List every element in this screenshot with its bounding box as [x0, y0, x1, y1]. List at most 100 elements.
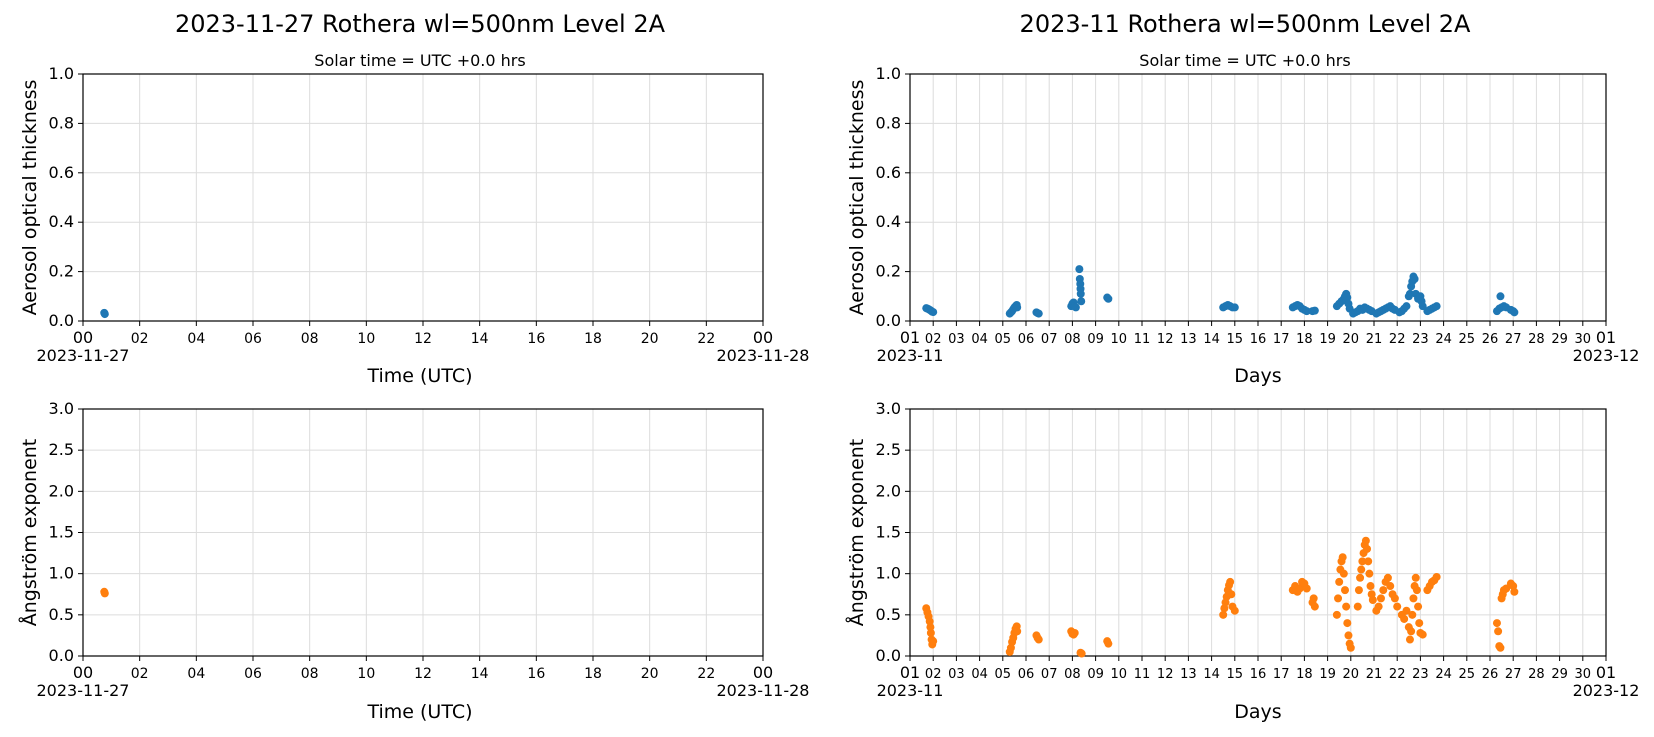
x-tick-label: 09 — [1087, 667, 1104, 682]
y-tick-label: 0.0 — [876, 646, 901, 665]
x-tick-label: 18 — [584, 331, 602, 347]
x-tick-label: 02 — [925, 332, 942, 347]
x-tick-label: 19 — [1319, 667, 1336, 682]
x-tick-label: 28 — [1528, 667, 1545, 682]
data-point — [1374, 602, 1383, 611]
data-point — [1310, 306, 1319, 315]
y-tick-label: 0.0 — [49, 646, 74, 665]
data-point — [1407, 627, 1416, 636]
x-tick-label: 13 — [1180, 332, 1197, 347]
x-tick-label: 13 — [1180, 667, 1197, 682]
data-point — [1077, 297, 1086, 306]
x-tick-label: 16 — [1250, 667, 1267, 682]
data-point — [1494, 627, 1503, 636]
data-point — [1412, 586, 1421, 595]
x-tick-label: 00 — [753, 328, 773, 347]
x-tick-label: 00 — [753, 663, 773, 682]
chart-br: 0.0 0.5 1.0 1.5 2.0 2.5 3.0 01 02 03 04 05 06 07 08 09 1… — [845, 399, 1639, 700]
data-point — [1344, 631, 1353, 640]
x-tick-label: 17 — [1273, 332, 1290, 347]
x-tick-label: 30 — [1575, 332, 1592, 347]
x-tick-label: 29 — [1551, 667, 1568, 682]
y-tick-label: 1.0 — [49, 564, 74, 583]
data-point — [1034, 309, 1043, 318]
x-tick-label: 08 — [301, 666, 319, 682]
x-tick-label: 30 — [1575, 667, 1592, 682]
y-tick-label: 1.0 — [49, 64, 74, 83]
x-tick-label: 18 — [1296, 667, 1313, 682]
x-tick-label: 04 — [187, 331, 205, 347]
y-tick-label: 2.5 — [49, 440, 74, 459]
x-tick-label: 14 — [471, 331, 489, 347]
data-point — [100, 589, 109, 598]
chart-tr: 0.0 0.2 0.4 0.6 0.8 1.0 01 02 03 04 05 06 07 08 09 10 11… — [846, 64, 1639, 365]
data-point — [100, 310, 109, 319]
data-point — [929, 308, 938, 317]
data-point — [1410, 275, 1419, 284]
y-tick-label: 0.6 — [49, 163, 74, 182]
x-tick-label: 16 — [527, 331, 545, 347]
x-tick-label: 11 — [1134, 332, 1151, 347]
data-point — [1230, 303, 1239, 312]
x-tick-label: 07 — [1041, 332, 1058, 347]
x-end-date-label: 2023-11-28 — [717, 346, 810, 365]
y-tick-label: 2.5 — [876, 440, 901, 459]
x-tick-label: 12 — [1157, 332, 1174, 347]
x-tick-label: 04 — [187, 666, 205, 682]
y-tick-label: 0.5 — [876, 605, 901, 624]
y-tick-label: 0.8 — [49, 113, 74, 132]
x-tick-label: 25 — [1459, 667, 1476, 682]
x-tick-label: 14 — [471, 666, 489, 682]
y-tick-label: 0.5 — [49, 605, 74, 624]
right-top-xlabel: Days — [1234, 365, 1282, 387]
x-tick-label: 01 — [1596, 663, 1616, 682]
data-point — [1411, 573, 1420, 582]
x-tick-label: 02 — [925, 667, 942, 682]
left-panel-title: 2023-11-27 Rothera wl=500nm Level 2A — [174, 10, 666, 38]
data-point — [1332, 610, 1341, 619]
x-end-date-label: 2023-11-28 — [717, 681, 810, 700]
data-point — [1366, 582, 1375, 591]
data-point — [1432, 302, 1441, 311]
data-point — [1400, 614, 1409, 623]
x-tick-label: 10 — [1111, 667, 1128, 682]
data-point — [926, 628, 935, 637]
data-point — [1368, 596, 1377, 605]
data-point — [1409, 594, 1418, 603]
x-tick-label: 22 — [1389, 667, 1406, 682]
data-point — [1034, 635, 1043, 644]
x-start-date-label: 2023-11-27 — [37, 681, 130, 700]
y-tick-label: 0.2 — [49, 262, 74, 281]
y-tick-label: 1.0 — [876, 64, 901, 83]
x-tick-label: 29 — [1551, 332, 1568, 347]
right-bottom-xlabel: Days — [1234, 701, 1282, 723]
data-point — [1496, 643, 1505, 652]
x-tick-label: 23 — [1412, 332, 1429, 347]
x-tick-label: 08 — [1064, 667, 1081, 682]
data-point — [1376, 594, 1385, 603]
x-tick-label: 01 — [900, 328, 920, 347]
x-tick-label: 15 — [1227, 332, 1244, 347]
x-tick-label: 24 — [1435, 667, 1452, 682]
data-point — [1227, 590, 1236, 599]
x-start-date-label: 2023-11 — [877, 346, 944, 365]
data-point — [1302, 307, 1311, 316]
data-point — [1415, 619, 1424, 628]
data-point — [1230, 606, 1239, 615]
x-tick-label: 23 — [1412, 667, 1429, 682]
x-tick-label: 03 — [948, 332, 965, 347]
x-tick-label: 24 — [1435, 332, 1452, 347]
data-point — [1309, 594, 1318, 603]
y-axis-label: Aerosol optical thickness — [846, 80, 868, 316]
x-tick-label: 04 — [971, 332, 988, 347]
y-tick-label: 0.4 — [876, 212, 901, 231]
y-tick-label: 0.0 — [876, 311, 901, 330]
data-point — [1343, 293, 1352, 302]
data-point — [1104, 639, 1113, 648]
chart-bl: 0.0 0.5 1.0 1.5 2.0 2.5 3.0 00 02 04 06 08 10 12 14 16 1… — [18, 399, 809, 700]
x-tick-label: 00 — [73, 663, 93, 682]
x-tick-label: 17 — [1273, 667, 1290, 682]
data-point — [1219, 610, 1228, 619]
x-tick-label: 16 — [1250, 332, 1267, 347]
data-point — [1390, 594, 1399, 603]
